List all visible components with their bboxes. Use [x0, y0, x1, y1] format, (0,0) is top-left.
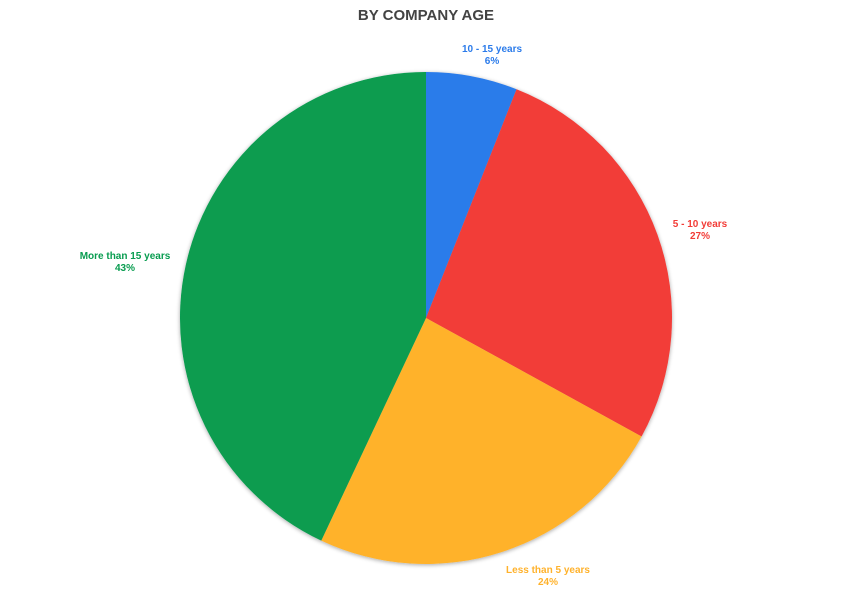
slice-value-less-than-5-years: 24% [538, 577, 558, 588]
slice-label-more-than-15-years: More than 15 years [80, 251, 171, 262]
pie-slice-less-than-5-years [321, 318, 642, 565]
pie-slice-more-than-15-years [180, 72, 426, 541]
slice-label-less-than-5-years: Less than 5 years [506, 565, 590, 576]
pie-group [180, 72, 672, 565]
slice-value-more-than-15-years: 43% [115, 263, 135, 274]
chart-title: BY COMPANY AGE [358, 7, 494, 24]
slice-label-10-15-years: 10 - 15 years [462, 44, 522, 55]
slice-label-5-10-years: 5 - 10 years [673, 219, 728, 230]
slice-value-10-15-years: 6% [485, 56, 500, 67]
slice-value-5-10-years: 27% [690, 231, 710, 242]
pie-slice-5-10-years [426, 89, 672, 437]
pie-slice-10-15-years [426, 72, 517, 318]
